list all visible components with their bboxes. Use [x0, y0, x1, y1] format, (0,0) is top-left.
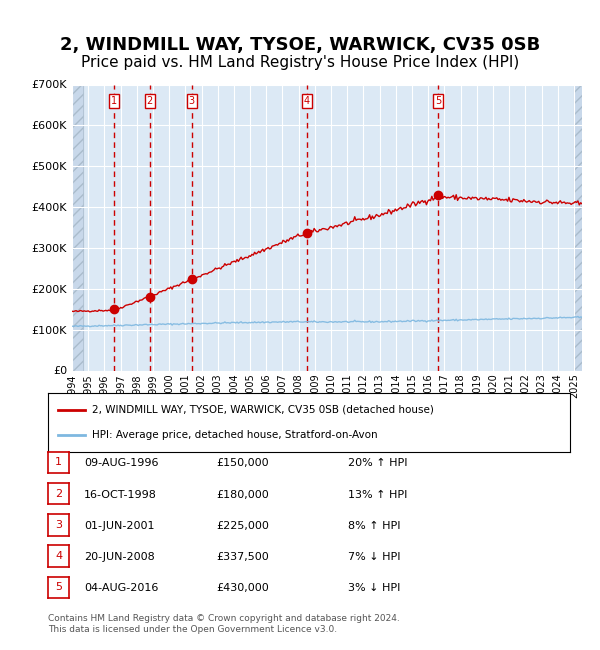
- Text: 20-JUN-2008: 20-JUN-2008: [84, 552, 155, 562]
- Text: 7% ↓ HPI: 7% ↓ HPI: [348, 552, 401, 562]
- Text: 16-OCT-1998: 16-OCT-1998: [84, 489, 157, 500]
- Text: 09-AUG-1996: 09-AUG-1996: [84, 458, 158, 469]
- Bar: [72, 84, 83, 370]
- Text: Price paid vs. HM Land Registry's House Price Index (HPI): Price paid vs. HM Land Registry's House …: [81, 55, 519, 70]
- Text: 13% ↑ HPI: 13% ↑ HPI: [348, 489, 407, 500]
- Text: HPI: Average price, detached house, Stratford-on-Avon: HPI: Average price, detached house, Stra…: [92, 430, 378, 440]
- Text: 2, WINDMILL WAY, TYSOE, WARWICK, CV35 0SB (detached house): 2, WINDMILL WAY, TYSOE, WARWICK, CV35 0S…: [92, 405, 434, 415]
- Text: 2, WINDMILL WAY, TYSOE, WARWICK, CV35 0SB: 2, WINDMILL WAY, TYSOE, WARWICK, CV35 0S…: [60, 36, 540, 54]
- Text: 8% ↑ HPI: 8% ↑ HPI: [348, 521, 401, 531]
- Text: 20% ↑ HPI: 20% ↑ HPI: [348, 458, 407, 469]
- Text: 1: 1: [55, 458, 62, 467]
- Text: £180,000: £180,000: [216, 489, 269, 500]
- Text: 1: 1: [111, 96, 117, 106]
- Text: 2: 2: [146, 96, 153, 106]
- Text: 5: 5: [55, 582, 62, 592]
- Text: 4: 4: [55, 551, 62, 561]
- Text: £150,000: £150,000: [216, 458, 269, 469]
- Text: £337,500: £337,500: [216, 552, 269, 562]
- Text: 04-AUG-2016: 04-AUG-2016: [84, 583, 158, 593]
- Text: 3% ↓ HPI: 3% ↓ HPI: [348, 583, 400, 593]
- Text: £430,000: £430,000: [216, 583, 269, 593]
- Text: £225,000: £225,000: [216, 521, 269, 531]
- Text: Contains HM Land Registry data © Crown copyright and database right 2024.
This d: Contains HM Land Registry data © Crown c…: [48, 614, 400, 634]
- Bar: [574, 84, 582, 370]
- Text: 2: 2: [55, 489, 62, 499]
- Text: 3: 3: [55, 520, 62, 530]
- Text: 01-JUN-2001: 01-JUN-2001: [84, 521, 155, 531]
- Text: 3: 3: [189, 96, 195, 106]
- Text: 4: 4: [304, 96, 310, 106]
- Text: 5: 5: [435, 96, 441, 106]
